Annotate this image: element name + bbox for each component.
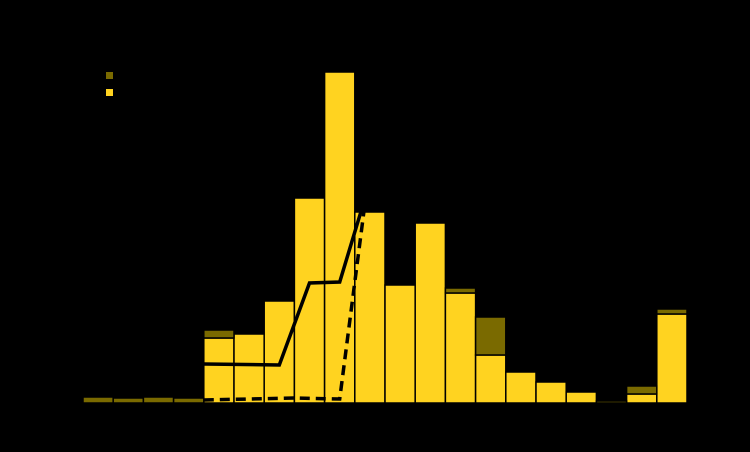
line: [203, 211, 363, 367]
bar: [444, 292, 477, 404]
bar: [505, 371, 537, 404]
bar: [203, 337, 235, 404]
bar: [535, 381, 567, 404]
bar: [656, 313, 688, 404]
bar: [384, 284, 416, 404]
bar: [172, 397, 205, 404]
bar: [233, 333, 265, 404]
bar: [293, 197, 326, 404]
bar: [474, 316, 507, 356]
legend-swatch-olive: [106, 72, 113, 79]
bar: [656, 308, 688, 315]
bar: [414, 222, 447, 404]
legend-swatch-gold: [106, 89, 113, 96]
bar: [595, 400, 628, 404]
bar: [203, 329, 235, 339]
bar: [444, 287, 477, 294]
bar: [112, 397, 145, 404]
bar: [142, 396, 175, 404]
bar: [474, 354, 507, 404]
bar: [263, 300, 296, 404]
bar: [625, 385, 658, 395]
bar: [82, 396, 114, 404]
bar: [565, 391, 598, 404]
bar: [323, 71, 356, 404]
bar: [625, 393, 658, 404]
line: [203, 211, 366, 402]
